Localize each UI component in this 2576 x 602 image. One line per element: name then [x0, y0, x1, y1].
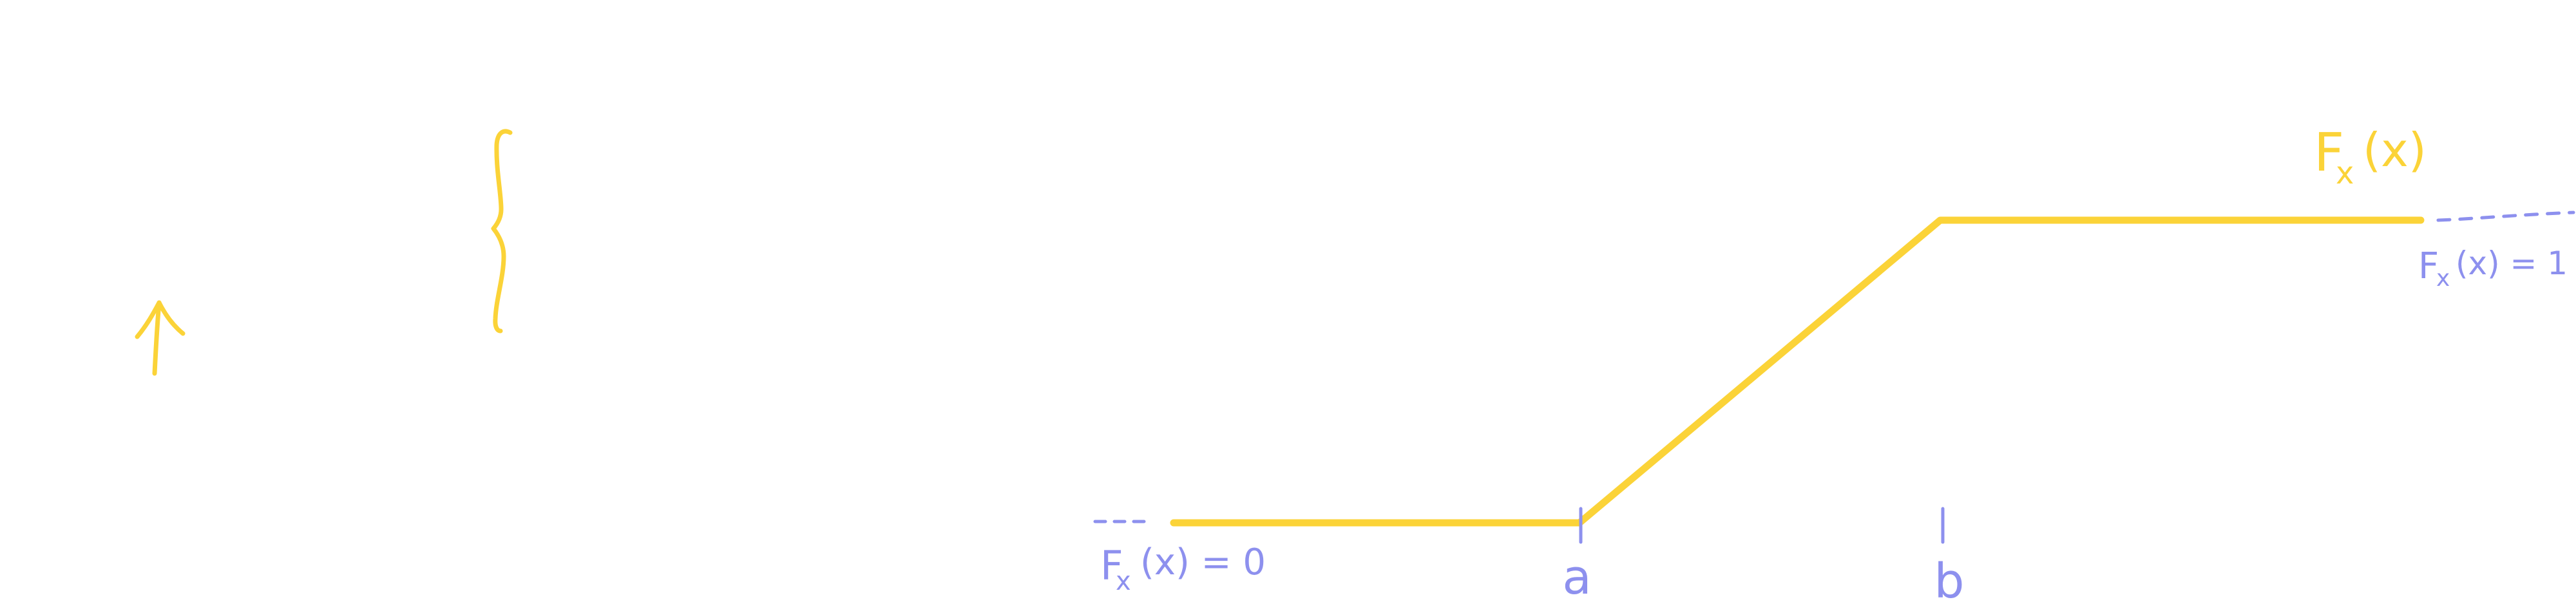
fx-name: F	[2314, 122, 2344, 183]
left-value-name: F	[1100, 542, 1123, 589]
curly-brace-icon	[491, 129, 513, 334]
right-value-label: F x (x) = 1	[2418, 245, 2568, 292]
left-value-expression: (x) = 0	[1140, 541, 1266, 583]
fx-subscript: x	[2336, 155, 2354, 191]
right-value-subscript: x	[2436, 265, 2450, 292]
cdf-function-label: F x (x)	[2314, 122, 2427, 191]
tick-b-label: b	[1934, 554, 1965, 602]
right-dashed-extension	[2436, 211, 2575, 222]
tick-a-label: a	[1562, 550, 1591, 602]
left-value-label: F x (x) = 0	[1100, 541, 1266, 596]
left-value-subscript: x	[1116, 567, 1131, 596]
fx-argument: (x)	[2363, 123, 2427, 177]
right-value-name: F	[2418, 245, 2439, 287]
right-value-expression: (x) = 1	[2456, 245, 2568, 282]
cdf-curve	[1170, 216, 2425, 527]
up-arrow-icon	[135, 300, 186, 376]
